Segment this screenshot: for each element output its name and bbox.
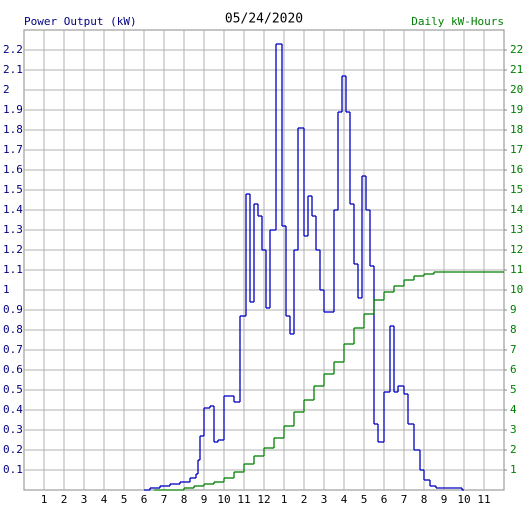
y-tick-label: 1.6: [3, 163, 23, 176]
x-tick-label: 11: [477, 493, 490, 506]
y2-tick-label: 22: [510, 43, 523, 56]
y2-tick-label: 4: [510, 403, 517, 416]
x-tick-label: 6: [381, 493, 388, 506]
y-tick-label: 0.2: [3, 443, 23, 456]
y2-tick-label: 15: [510, 183, 523, 196]
y-tick-label: 0.6: [3, 363, 23, 376]
y2-tick-label: 5: [510, 383, 517, 396]
x-tick-label: 2: [61, 493, 68, 506]
y-tick-label: 1.3: [3, 223, 23, 236]
y2-tick-label: 21: [510, 63, 523, 76]
y-tick-label: 1: [3, 283, 10, 296]
y2-tick-label: 19: [510, 103, 523, 116]
x-tick-label: 12: [257, 493, 270, 506]
x-tick-label: 3: [321, 493, 328, 506]
y2-tick-label: 12: [510, 243, 523, 256]
y-tick-label: 1.1: [3, 263, 23, 276]
y2-tick-label: 6: [510, 363, 517, 376]
y-tick-label: 0.8: [3, 323, 23, 336]
y2-tick-label: 13: [510, 223, 523, 236]
y-tick-label: 1.7: [3, 143, 23, 156]
x-tick-label: 3: [81, 493, 88, 506]
y2-tick-label: 10: [510, 283, 523, 296]
y-tick-label: 0.4: [3, 403, 23, 416]
x-tick-label: 4: [341, 493, 348, 506]
y-tick-label: 0.5: [3, 383, 23, 396]
x-tick-label: 7: [161, 493, 168, 506]
y-tick-label: 2: [3, 83, 10, 96]
y2-tick-label: 18: [510, 123, 523, 136]
x-tick-label: 10: [457, 493, 470, 506]
y-tick-label: 0.3: [3, 423, 23, 436]
y-axis-label: Power Output (kW): [24, 15, 137, 28]
y-tick-label: 0.9: [3, 303, 23, 316]
step-connector: [183, 272, 435, 490]
y2-tick-label: 11: [510, 263, 523, 276]
y2-tick-label: 1: [510, 463, 517, 476]
y2-tick-label: 16: [510, 163, 523, 176]
y2-tick-label: 7: [510, 343, 517, 356]
y2-tick-label: 3: [510, 423, 517, 436]
y2-tick-label: 17: [510, 143, 523, 156]
y-tick-label: 2.2: [3, 43, 23, 56]
y-tick-label: 1.9: [3, 103, 23, 116]
x-tick-label: 7: [401, 493, 408, 506]
x-tick-label: 6: [141, 493, 148, 506]
x-tick-label: 1: [281, 493, 288, 506]
y2-tick-label: 8: [510, 323, 517, 336]
y-tick-label: 2.1: [3, 63, 23, 76]
x-tick-label: 1: [41, 493, 48, 506]
x-tick-label: 10: [217, 493, 230, 506]
y-tick-label: 1.2: [3, 243, 23, 256]
y2-tick-label: 2: [510, 443, 517, 456]
y2-tick-label: 20: [510, 83, 523, 96]
x-tick-label: 9: [441, 493, 448, 506]
x-tick-label: 5: [121, 493, 128, 506]
x-tick-label: 8: [421, 493, 428, 506]
y2-tick-label: 9: [510, 303, 517, 316]
y-tick-label: 0.7: [3, 343, 23, 356]
chart-title: 05/24/2020: [225, 12, 303, 27]
x-tick-label: 5: [361, 493, 368, 506]
y2-axis-label: Daily kW-Hours: [411, 15, 504, 28]
y-tick-label: 1.5: [3, 183, 23, 196]
y-tick-label: 0.1: [3, 463, 23, 476]
x-tick-label: 8: [181, 493, 188, 506]
x-tick-label: 11: [237, 493, 250, 506]
x-tick-label: 2: [301, 493, 308, 506]
x-tick-label: 9: [201, 493, 208, 506]
x-tick-label: 4: [101, 493, 108, 506]
y-tick-label: 1.4: [3, 203, 23, 216]
y-tick-label: 1.8: [3, 123, 23, 136]
y2-tick-label: 14: [510, 203, 524, 216]
step-connector: [149, 44, 463, 490]
